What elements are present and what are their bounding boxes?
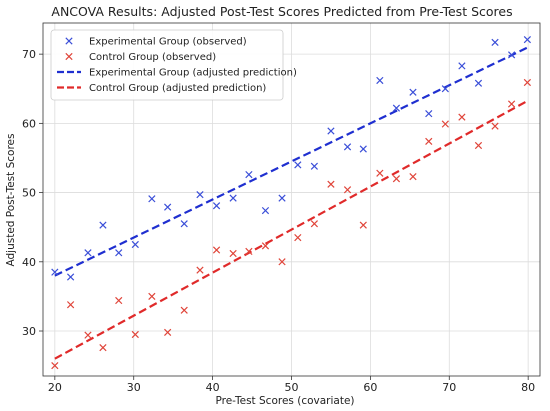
data-point-series-1 <box>327 180 335 188</box>
data-point-series-1 <box>343 186 352 194</box>
data-point-series-1 <box>212 246 221 254</box>
legend-label: Experimental Group (observed) <box>89 37 247 48</box>
data-point-series-0 <box>115 249 123 257</box>
data-point-series-0 <box>425 110 433 118</box>
data-point-series-1 <box>474 141 483 150</box>
x-tick-label: 20 <box>48 381 62 394</box>
data-point-series-1 <box>491 122 499 130</box>
data-point-series-0 <box>51 268 59 276</box>
data-point-series-0 <box>376 76 384 85</box>
data-point-series-0 <box>84 249 92 257</box>
data-point-series-1 <box>392 175 401 183</box>
y-ticks: 30 40 50 60 70 <box>22 48 43 338</box>
data-point-series-0 <box>310 162 319 170</box>
data-point-series-1 <box>196 266 204 274</box>
data-point-series-1 <box>507 100 516 108</box>
data-point-series-0 <box>99 221 107 229</box>
x-tick-label: 70 <box>442 381 456 394</box>
data-point-series-0 <box>294 161 302 169</box>
data-point-series-1 <box>261 242 270 250</box>
x-tick-label: 40 <box>206 381 220 394</box>
legend-label: Experimental Group (adjusted prediction) <box>89 68 297 79</box>
data-point-series-0 <box>343 143 352 151</box>
data-point-series-0 <box>66 273 75 281</box>
data-point-series-1 <box>115 296 123 305</box>
data-point-series-1 <box>523 78 532 87</box>
data-point-series-0 <box>458 62 466 70</box>
data-point-series-0 <box>327 127 335 135</box>
data-point-series-0 <box>180 220 188 228</box>
data-point-series-0 <box>196 191 204 199</box>
data-point-series-1 <box>458 113 466 121</box>
data-point-series-0 <box>164 203 172 211</box>
data-point-series-1 <box>245 247 253 256</box>
y-tick-label: 30 <box>22 325 36 338</box>
y-tick-label: 60 <box>22 117 36 130</box>
data-point-series-0 <box>212 202 221 210</box>
data-point-series-1 <box>359 221 367 229</box>
data-point-series-0 <box>131 240 139 249</box>
y-axis-label: Adjusted Post-Test Scores <box>5 134 17 267</box>
data-point-series-1 <box>164 328 172 337</box>
legend-label: Control Group (adjusted prediction) <box>89 83 266 94</box>
data-point-series-0 <box>278 194 286 202</box>
data-point-series-1 <box>99 343 107 352</box>
x-axis-label: Pre-Test Scores (covariate) <box>215 395 354 407</box>
data-point-series-0 <box>359 145 367 153</box>
data-point-series-0 <box>523 35 532 44</box>
data-point-series-0 <box>507 51 516 59</box>
data-point-series-0 <box>148 195 156 203</box>
legend-box <box>50 29 284 101</box>
data-point-series-1 <box>131 330 139 339</box>
data-point-series-0 <box>392 104 401 112</box>
data-point-series-0 <box>261 206 270 215</box>
data-point-series-1 <box>229 249 237 258</box>
data-point-series-1 <box>294 233 302 242</box>
x-tick-label: 50 <box>285 381 299 394</box>
x-tick-label: 30 <box>127 381 141 394</box>
data-point-series-0 <box>441 85 449 93</box>
chart-title: ANCOVA Results: Adjusted Post-Test Score… <box>51 4 512 19</box>
x-tick-label: 80 <box>521 381 535 394</box>
data-point-series-1 <box>51 361 59 370</box>
data-point-series-1 <box>409 173 417 181</box>
data-point-series-1 <box>310 220 319 228</box>
data-point-series-1 <box>180 306 188 314</box>
data-point-series-0 <box>474 79 483 87</box>
data-point-series-1 <box>66 301 75 309</box>
data-point-series-0 <box>245 170 253 179</box>
data-point-series-1 <box>441 120 449 128</box>
data-point-series-1 <box>84 331 92 339</box>
legend-marker <box>65 37 73 45</box>
data-point-series-0 <box>491 38 499 47</box>
prediction-line-3 <box>54 99 529 360</box>
y-tick-label: 50 <box>22 187 36 200</box>
legend: Experimental Group (observed) Control Gro… <box>50 29 297 101</box>
prediction-line-2 <box>54 46 529 277</box>
x-ticks: 20 30 40 50 60 70 80 <box>48 376 535 394</box>
prediction-lines <box>54 46 529 360</box>
data-points <box>51 35 532 370</box>
data-point-series-1 <box>376 169 384 177</box>
x-tick-label: 60 <box>363 381 377 394</box>
data-point-series-1 <box>425 137 433 145</box>
y-tick-label: 40 <box>22 256 36 269</box>
data-point-series-0 <box>409 88 417 96</box>
y-tick-label: 70 <box>22 48 36 61</box>
legend-marker <box>65 52 73 61</box>
data-point-series-1 <box>148 292 156 301</box>
data-point-series-0 <box>229 194 237 202</box>
legend-label: Control Group (observed) <box>89 52 216 63</box>
data-point-series-1 <box>278 258 286 266</box>
